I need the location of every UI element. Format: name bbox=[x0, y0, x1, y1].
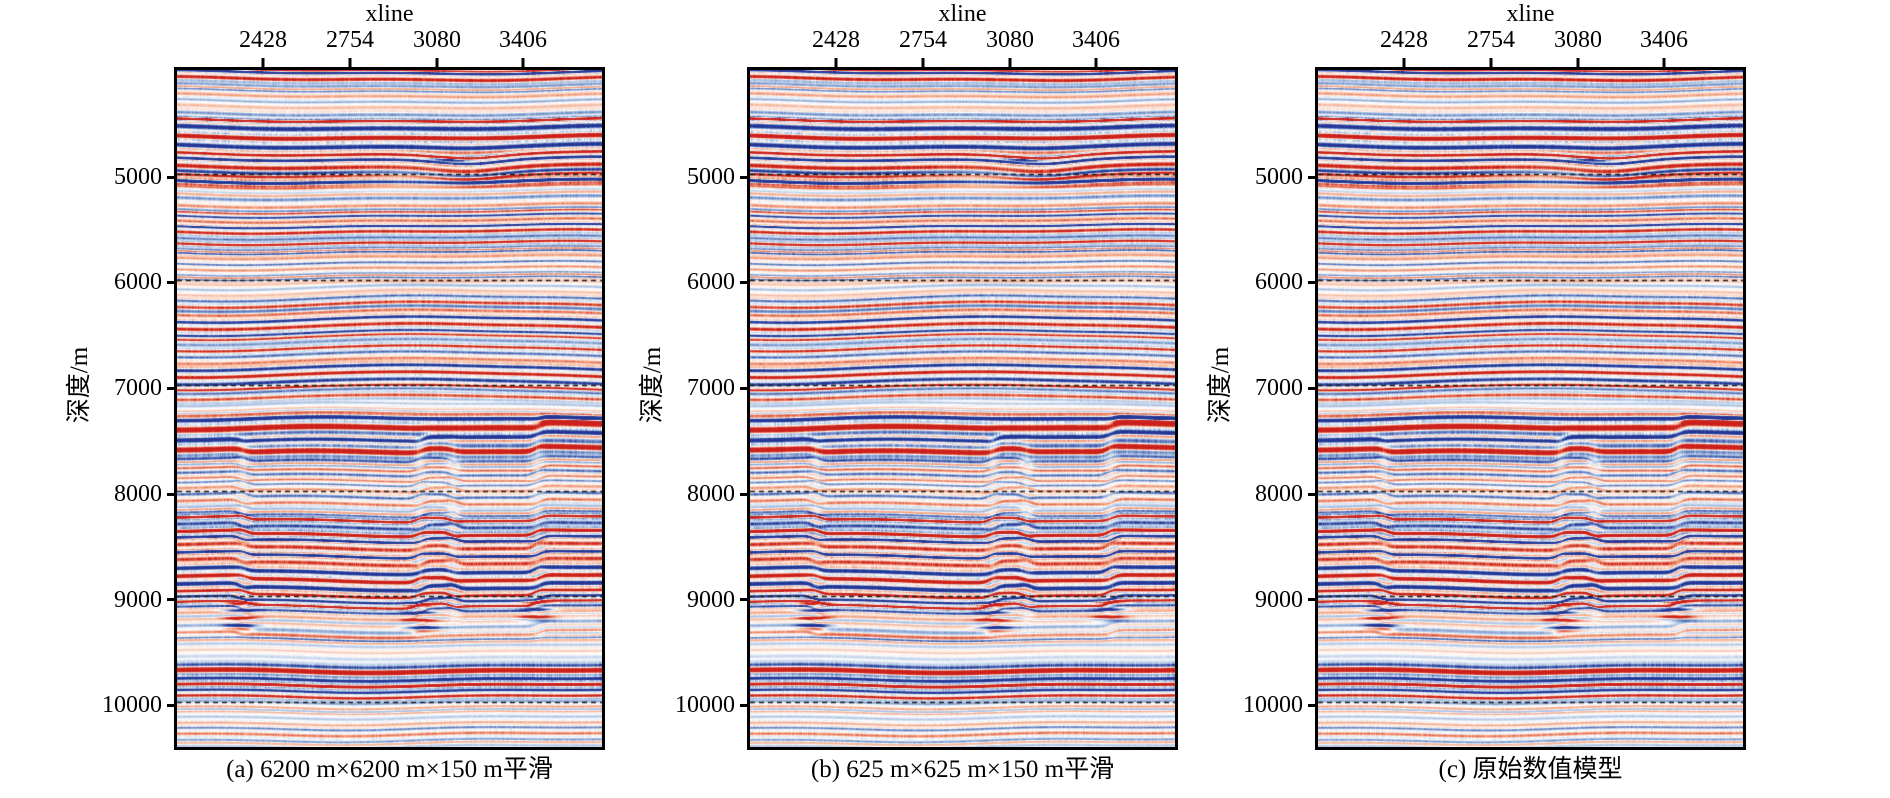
xline-tick-label: 3406 bbox=[499, 27, 547, 53]
xline-tick-mark bbox=[261, 58, 265, 70]
xline-tick-mark bbox=[435, 58, 439, 70]
seismic-image-frame bbox=[747, 67, 1178, 750]
xline-tick-mark bbox=[834, 58, 838, 70]
depth-tick-label: 5000 bbox=[1255, 164, 1303, 190]
xline-tick-mark bbox=[1094, 58, 1098, 70]
depth-tick-label: 8000 bbox=[687, 481, 735, 507]
depth-tick-label: 7000 bbox=[114, 375, 162, 401]
depth-tick-mark bbox=[167, 281, 175, 284]
xline-tick-label: 2754 bbox=[1467, 27, 1515, 53]
xline-tick-label: 2428 bbox=[812, 27, 860, 53]
depth-tick-mark bbox=[1308, 281, 1316, 284]
xline-tick-mark bbox=[1402, 58, 1406, 70]
depth-tick-label: 9000 bbox=[114, 587, 162, 613]
depth-tick-label: 10000 bbox=[102, 692, 162, 718]
depth-tick-mark bbox=[1308, 704, 1316, 707]
xline-tick-label: 2428 bbox=[239, 27, 287, 53]
depth-tick-mark bbox=[167, 387, 175, 390]
seismic-image-canvas bbox=[177, 70, 602, 747]
depth-tick-mark bbox=[740, 493, 748, 496]
xline-tick-label: 3080 bbox=[413, 27, 461, 53]
depth-tick-label: 8000 bbox=[1255, 481, 1303, 507]
panel-caption: (c) 原始数值模型 bbox=[1438, 756, 1623, 783]
panel-caption: (a) 6200 m×6200 m×150 m平滑 bbox=[226, 756, 553, 783]
depth-tick-mark bbox=[740, 387, 748, 390]
depth-tick-label: 6000 bbox=[114, 269, 162, 295]
depth-tick-mark bbox=[1308, 387, 1316, 390]
depth-tick-label: 9000 bbox=[1255, 587, 1303, 613]
panel-caption: (b) 625 m×625 m×150 m平滑 bbox=[810, 756, 1115, 783]
depth-tick-label: 9000 bbox=[687, 587, 735, 613]
depth-tick-label: 6000 bbox=[687, 269, 735, 295]
xline-tick-label: 3406 bbox=[1640, 27, 1688, 53]
depth-tick-label: 10000 bbox=[1243, 692, 1303, 718]
xline-tick-mark bbox=[1489, 58, 1493, 70]
seismic-image-canvas bbox=[1318, 70, 1743, 747]
xline-tick-mark bbox=[921, 58, 925, 70]
xline-tick-mark bbox=[521, 58, 525, 70]
depth-tick-label: 8000 bbox=[114, 481, 162, 507]
depth-tick-label: 5000 bbox=[687, 164, 735, 190]
depth-tick-mark bbox=[167, 493, 175, 496]
depth-tick-label: 7000 bbox=[1255, 375, 1303, 401]
depth-tick-label: 10000 bbox=[675, 692, 735, 718]
depth-tick-mark bbox=[740, 598, 748, 601]
xline-tick-mark bbox=[1662, 58, 1666, 70]
xline-axis-title: xline bbox=[365, 1, 414, 27]
panel-a: xline 2428 2754 3080 3406 5000 6000 7000… bbox=[66, 0, 605, 798]
xline-tick-mark bbox=[1576, 58, 1580, 70]
depth-tick-mark bbox=[740, 176, 748, 179]
depth-tick-mark bbox=[167, 176, 175, 179]
depth-tick-label: 6000 bbox=[1255, 269, 1303, 295]
xline-axis-title: xline bbox=[938, 1, 987, 27]
depth-tick-mark bbox=[1308, 493, 1316, 496]
depth-tick-mark bbox=[167, 598, 175, 601]
panel-b: xline 2428 2754 3080 3406 5000 6000 7000… bbox=[639, 0, 1178, 798]
xline-tick-label: 2428 bbox=[1380, 27, 1428, 53]
xline-tick-label: 2754 bbox=[899, 27, 947, 53]
xline-tick-label: 3406 bbox=[1072, 27, 1120, 53]
depth-tick-mark bbox=[167, 704, 175, 707]
depth-axis-label: 深度/m bbox=[639, 346, 666, 424]
depth-tick-mark bbox=[740, 281, 748, 284]
xline-tick-mark bbox=[1008, 58, 1012, 70]
xline-tick-mark bbox=[348, 58, 352, 70]
seismic-image-canvas bbox=[750, 70, 1175, 747]
depth-tick-mark bbox=[740, 704, 748, 707]
seismic-image-frame bbox=[1315, 67, 1746, 750]
seismic-image-frame bbox=[174, 67, 605, 750]
depth-tick-mark bbox=[1308, 176, 1316, 179]
depth-axis-label: 深度/m bbox=[66, 346, 93, 424]
xline-axis-title: xline bbox=[1506, 1, 1555, 27]
xline-tick-label: 2754 bbox=[326, 27, 374, 53]
depth-tick-label: 5000 bbox=[114, 164, 162, 190]
xline-tick-label: 3080 bbox=[986, 27, 1034, 53]
panel-c: xline 2428 2754 3080 3406 5000 6000 7000… bbox=[1207, 0, 1746, 798]
depth-tick-mark bbox=[1308, 598, 1316, 601]
depth-tick-label: 7000 bbox=[687, 375, 735, 401]
xline-tick-label: 3080 bbox=[1554, 27, 1602, 53]
depth-axis-label: 深度/m bbox=[1207, 346, 1234, 424]
